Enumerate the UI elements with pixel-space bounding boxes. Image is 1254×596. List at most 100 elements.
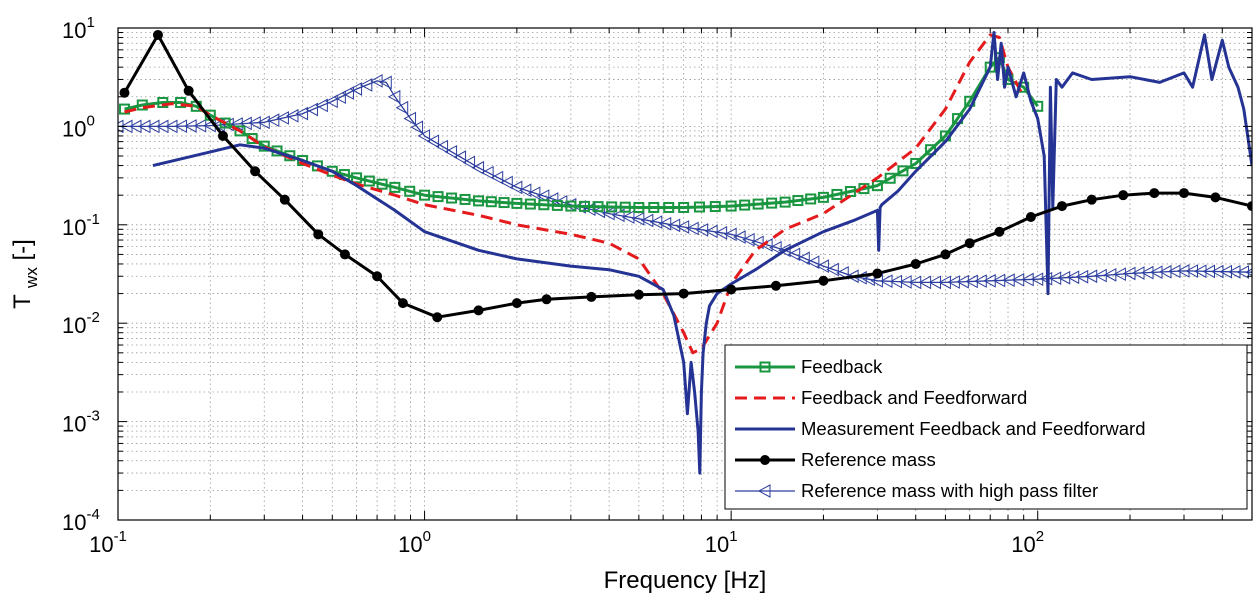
data-point-triangle bbox=[778, 243, 791, 258]
data-point-triangle bbox=[417, 129, 431, 143]
data-point-triangle bbox=[816, 259, 829, 273]
data-point-square bbox=[792, 195, 804, 207]
data-point-triangle bbox=[787, 247, 801, 262]
data-point-circle bbox=[1118, 190, 1129, 201]
data-point-triangle bbox=[1227, 265, 1241, 279]
series-1 bbox=[124, 33, 1026, 355]
y-axis-title-subscript: wx bbox=[22, 267, 41, 289]
tick-exponent: 2 bbox=[1036, 528, 1044, 545]
data-point-triangle bbox=[751, 235, 764, 250]
data-point-square bbox=[246, 133, 258, 145]
data-point-square bbox=[619, 201, 631, 213]
series-line bbox=[124, 33, 1026, 355]
data-point-triangle bbox=[1122, 266, 1136, 281]
x-tick-labels: 10-1 100 101 102 bbox=[89, 528, 1044, 557]
data-point-square bbox=[678, 201, 690, 213]
series-line bbox=[152, 31, 1252, 475]
data-point-square bbox=[498, 197, 510, 209]
data-point-square bbox=[376, 178, 388, 190]
data-point-circle bbox=[397, 298, 408, 309]
data-point-triangle bbox=[462, 155, 476, 170]
y-tick-label: 101 bbox=[62, 14, 95, 43]
data-point-square bbox=[925, 144, 937, 156]
data-point-triangle bbox=[1202, 264, 1215, 279]
tick-exponent: -1 bbox=[86, 211, 99, 228]
data-point-triangle bbox=[333, 90, 346, 105]
data-point-triangle bbox=[471, 160, 485, 175]
legend-item: Reference mass bbox=[735, 449, 936, 470]
data-point-circle bbox=[994, 226, 1005, 237]
data-point-square bbox=[739, 199, 751, 211]
data-point-square bbox=[565, 200, 577, 212]
legend-label: Feedback bbox=[801, 356, 883, 377]
tick-exponent: -2 bbox=[86, 309, 99, 326]
data-point-circle bbox=[1247, 201, 1252, 212]
data-point-triangle bbox=[724, 227, 737, 242]
data-point-triangle bbox=[938, 275, 951, 290]
data-point-circle bbox=[940, 249, 951, 260]
tick-exponent: -1 bbox=[114, 528, 127, 545]
data-point-triangle bbox=[1140, 265, 1154, 280]
data-point-triangle bbox=[1048, 271, 1062, 286]
y-axis-title-suffix: [-] bbox=[9, 239, 36, 260]
data-point-circle bbox=[339, 249, 350, 260]
data-point-circle bbox=[1149, 188, 1160, 199]
data-point-triangle bbox=[947, 275, 960, 289]
data-point-triangle bbox=[676, 220, 690, 234]
data-point-square bbox=[363, 175, 375, 187]
data-point-triangle bbox=[1193, 264, 1207, 279]
data-point-square bbox=[551, 199, 563, 211]
data-point-square bbox=[538, 199, 550, 211]
data-point-triangle bbox=[305, 102, 318, 117]
data-point-circle bbox=[964, 238, 975, 249]
data-point-square bbox=[351, 172, 363, 184]
data-point-triangle bbox=[410, 120, 424, 135]
y-tick-label: 100 bbox=[62, 112, 95, 141]
data-point-triangle bbox=[257, 115, 270, 130]
data-point-circle bbox=[473, 305, 484, 316]
tick-base: 10 bbox=[62, 313, 86, 338]
data-point-square bbox=[326, 165, 338, 177]
data-point-triangle bbox=[1149, 265, 1163, 280]
data-point-circle bbox=[279, 194, 290, 205]
data-point-square bbox=[419, 189, 431, 201]
data-point-circle bbox=[1086, 194, 1097, 205]
data-point-square bbox=[844, 186, 856, 198]
data-point-circle bbox=[432, 312, 443, 323]
data-point-triangle bbox=[1210, 264, 1224, 279]
data-point-triangle bbox=[1176, 264, 1190, 278]
data-point-circle bbox=[1178, 188, 1189, 199]
data-point-square bbox=[473, 195, 485, 207]
legend-label: Reference mass with high pass filter bbox=[801, 480, 1098, 501]
y-tick-label: 10-4 bbox=[62, 506, 100, 535]
data-point-triangle bbox=[695, 223, 709, 237]
data-point-triangle bbox=[349, 82, 363, 96]
data-point-triangle bbox=[705, 224, 718, 239]
data-point-triangle bbox=[146, 119, 160, 134]
data-point-triangle bbox=[836, 266, 849, 280]
tick-base: 10 bbox=[62, 412, 86, 437]
data-point-triangle bbox=[435, 139, 449, 154]
data-point-circle bbox=[183, 85, 194, 96]
series-layer bbox=[118, 29, 1252, 475]
data-point-circle bbox=[872, 268, 883, 279]
data-point-triangle bbox=[341, 86, 354, 100]
data-point-circle bbox=[678, 288, 689, 299]
data-point-triangle bbox=[908, 275, 922, 290]
data-point-square bbox=[511, 197, 523, 209]
legend-item: Feedback and Feedforward bbox=[735, 387, 1027, 408]
data-point-triangle bbox=[536, 189, 550, 203]
data-point-triangle bbox=[500, 175, 513, 190]
tick-base: 10 bbox=[1011, 532, 1035, 557]
x-tick-label: 10-1 bbox=[89, 528, 127, 557]
data-point-triangle bbox=[481, 165, 494, 180]
data-point-square bbox=[446, 192, 458, 204]
data-point-square bbox=[759, 361, 771, 373]
data-point-triangle bbox=[315, 98, 328, 113]
data-point-square bbox=[485, 196, 497, 208]
data-point-square bbox=[871, 180, 883, 192]
tick-marks bbox=[117, 27, 1253, 521]
tick-exponent: 0 bbox=[86, 112, 94, 129]
